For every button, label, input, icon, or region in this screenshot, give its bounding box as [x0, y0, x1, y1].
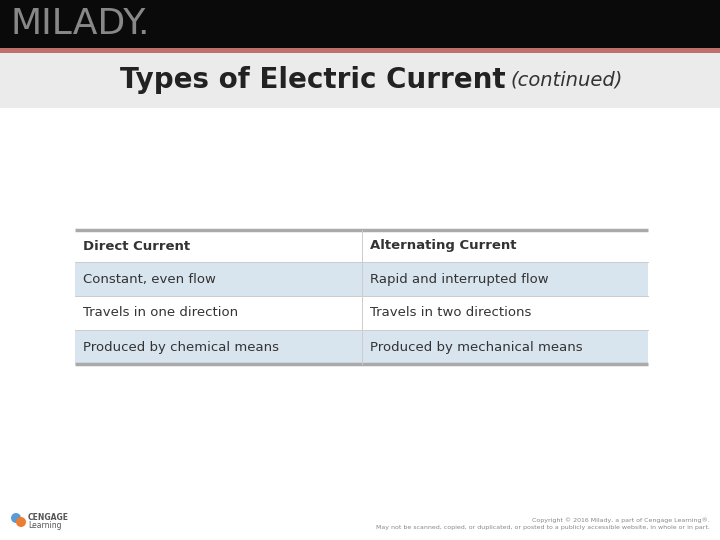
Text: Travels in two directions: Travels in two directions [369, 307, 531, 320]
Bar [0, 53, 720, 108]
Text: Copyright © 2016 Milady, a part of Cengage Learning®.
May not be scanned, copied: Copyright © 2016 Milady, a part of Cenga… [376, 518, 710, 530]
Text: CENGAGE: CENGAGE [28, 512, 69, 522]
Circle shape [16, 517, 26, 527]
Text: Alternating Current: Alternating Current [369, 240, 516, 253]
Bar [0, 0, 720, 48]
Circle shape [11, 513, 21, 523]
Text: Direct Current: Direct Current [83, 240, 190, 253]
Text: Travels in one direction: Travels in one direction [83, 307, 238, 320]
Bar [75, 330, 648, 364]
Text: Learning: Learning [28, 521, 61, 530]
Bar [75, 296, 648, 330]
Text: (continued): (continued) [510, 71, 622, 90]
Text: Produced by mechanical means: Produced by mechanical means [369, 341, 582, 354]
Text: Rapid and interrupted flow: Rapid and interrupted flow [369, 273, 548, 286]
Text: Constant, even flow: Constant, even flow [83, 273, 216, 286]
Bar [75, 230, 648, 262]
Text: Types of Electric Current: Types of Electric Current [120, 66, 505, 94]
Bar [75, 262, 648, 296]
Bar [0, 108, 720, 540]
Bar [0, 48, 720, 53]
Text: MILADY.: MILADY. [10, 7, 150, 41]
Text: Produced by chemical means: Produced by chemical means [83, 341, 279, 354]
